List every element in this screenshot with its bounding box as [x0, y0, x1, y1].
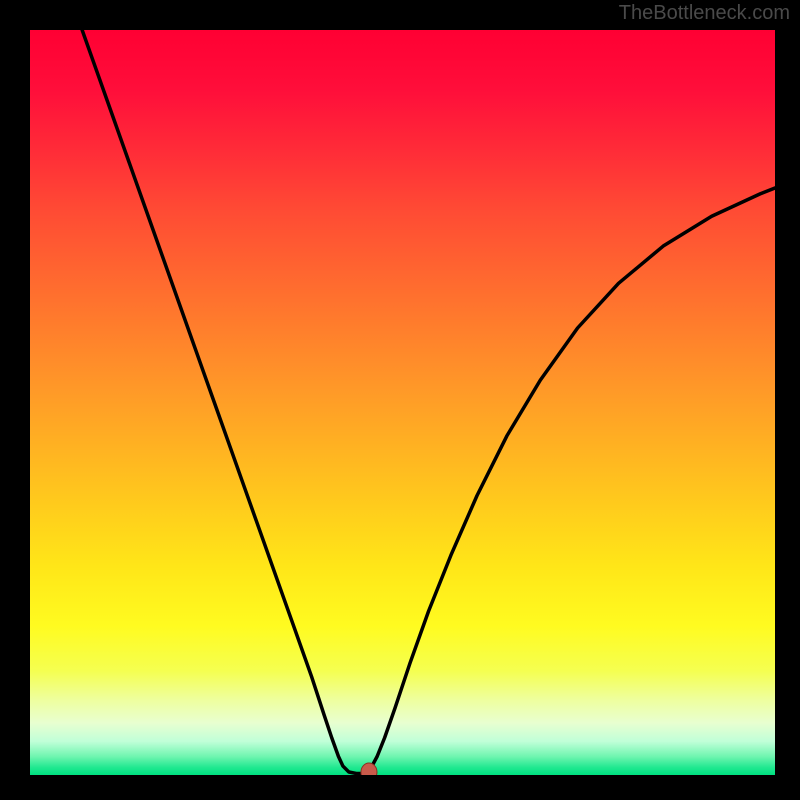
plot-area [30, 30, 775, 775]
bottleneck-curve [30, 30, 775, 775]
watermark-text: TheBottleneck.com [619, 2, 790, 25]
